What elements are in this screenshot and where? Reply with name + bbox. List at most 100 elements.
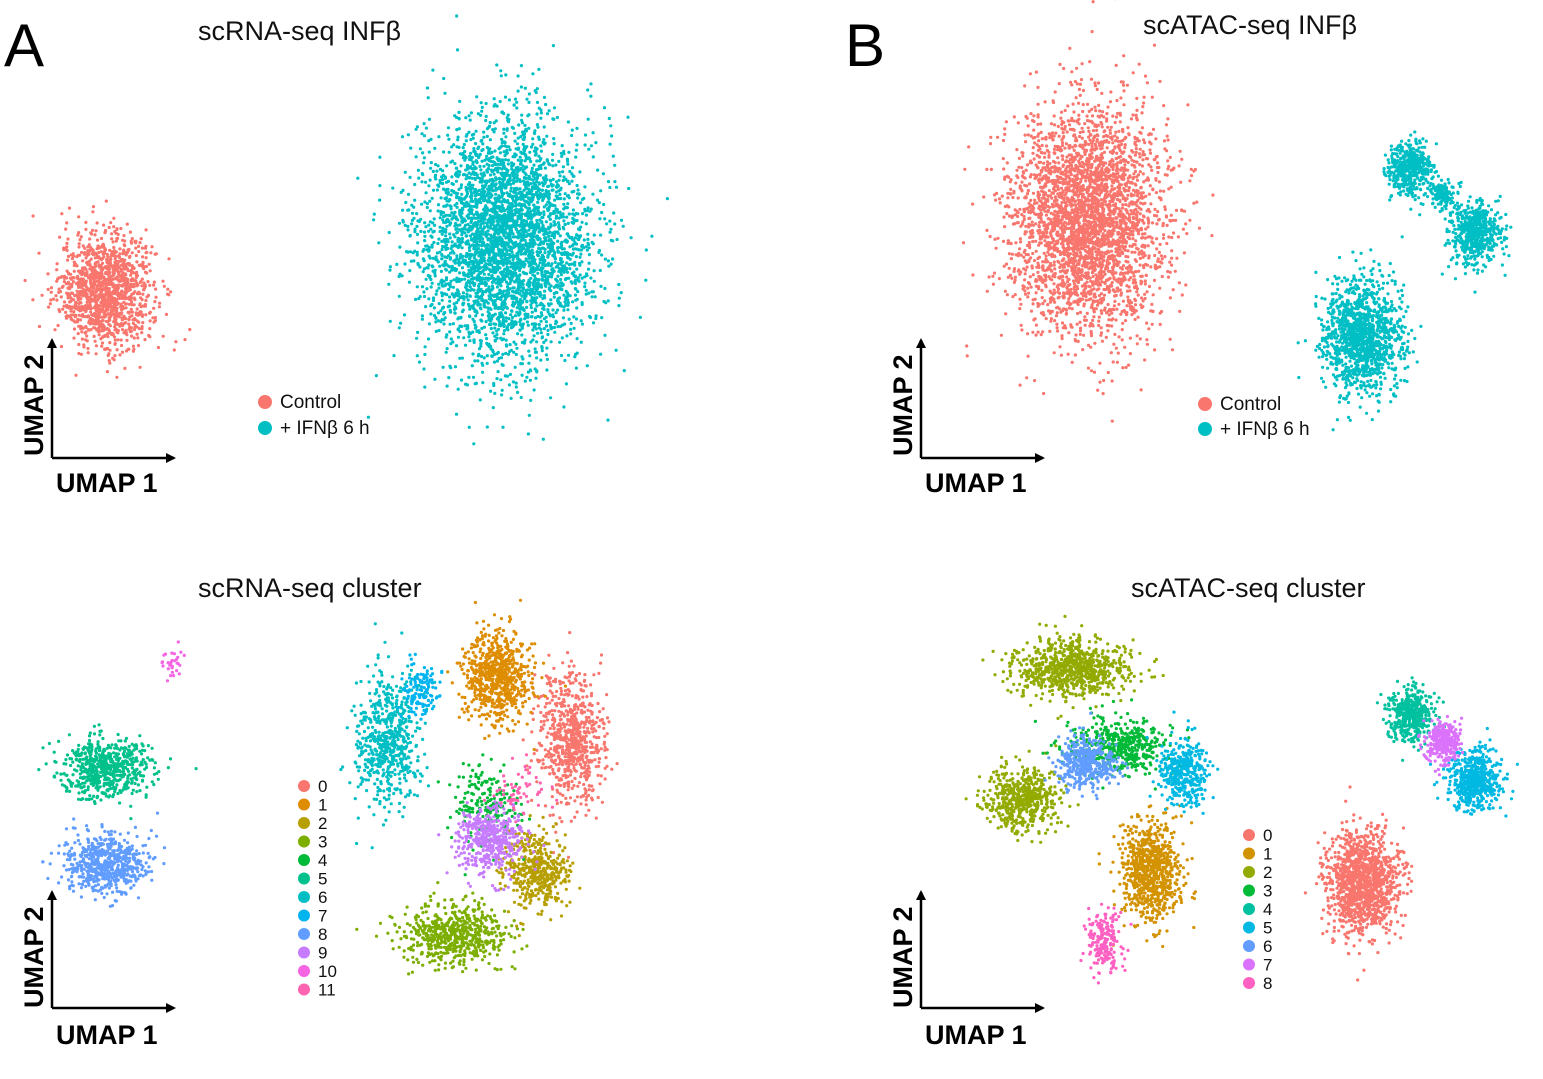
scatter-point (112, 216, 116, 220)
scatter-point (471, 136, 475, 140)
scatter-point (525, 299, 529, 303)
scatter-point (536, 206, 540, 210)
scatter-point (424, 244, 428, 248)
scatter-point (138, 292, 142, 296)
scatter-point (92, 311, 97, 316)
scatter-point (525, 248, 529, 252)
scatter-point (504, 351, 508, 355)
scatter-point (543, 283, 547, 287)
scatter-point (570, 179, 574, 183)
scatter-point (524, 294, 528, 298)
scatter-point (122, 279, 126, 283)
scatter-point (129, 268, 133, 272)
scatter-point (521, 322, 525, 326)
scatter-point (31, 214, 35, 218)
scatter-point (114, 312, 119, 316)
scatter-point (467, 216, 471, 220)
scatter-point (86, 303, 90, 308)
scatter-point (544, 102, 548, 107)
scatter-point (424, 126, 428, 130)
scatter-point (577, 192, 581, 196)
scatter-point (548, 313, 553, 317)
scatter-point (427, 263, 431, 267)
scatter-point (520, 282, 525, 286)
scatter-point (112, 320, 116, 324)
scatter-point (429, 304, 433, 308)
scatter-point (483, 212, 487, 216)
scatter-point (531, 185, 535, 189)
scatter-point (545, 178, 549, 182)
scatter-point (574, 366, 579, 370)
scatter-point (580, 243, 585, 247)
scatter-point (91, 210, 95, 214)
scatter-point (589, 144, 594, 148)
scatter-point (406, 224, 410, 228)
scatter-point (73, 306, 77, 310)
scatter-point (514, 352, 518, 357)
scatter-point (498, 250, 502, 254)
scatter-point (500, 173, 504, 177)
scatter-point (462, 336, 466, 340)
scatter-point (135, 313, 139, 317)
scatter-point (485, 337, 489, 341)
scatter-point (549, 275, 554, 279)
scatter-point (598, 217, 602, 221)
scatter-point (449, 366, 453, 370)
scatter-point (140, 277, 144, 281)
scatter-point (531, 72, 535, 76)
scatter-point (603, 286, 607, 291)
scatter-point (531, 232, 535, 236)
scatter-point (516, 197, 520, 201)
scatter-point (535, 112, 539, 116)
scatter-point (492, 360, 497, 364)
scatter-point (61, 307, 65, 311)
scatter-point (491, 250, 495, 254)
scatter-point (99, 309, 103, 313)
scatter-point (106, 273, 110, 277)
scatter-point (92, 265, 96, 270)
scatter-point (617, 282, 621, 287)
scatter-point (96, 283, 100, 287)
scatter-point (522, 232, 526, 237)
scatter-point (448, 214, 452, 218)
scatter-point (435, 289, 439, 293)
scatter-point (399, 321, 403, 325)
scatter-point (498, 196, 502, 200)
scatter-point (525, 305, 529, 309)
scatter-point (510, 223, 515, 227)
scatter-point (566, 221, 570, 225)
scatter-point (478, 303, 482, 307)
scatter-point (472, 167, 477, 171)
scatter-point (495, 219, 499, 223)
scatter-point (496, 327, 501, 331)
scatter-point (447, 295, 452, 299)
scatter-point (120, 343, 124, 348)
scatter-point (552, 106, 557, 110)
scatter-point (31, 298, 35, 302)
scatter-point (137, 249, 141, 254)
scatter-point (492, 172, 496, 176)
scatter-point (90, 293, 94, 297)
scatter-point (560, 144, 564, 148)
scatter-point (97, 333, 101, 337)
scatter-point (535, 340, 539, 344)
scatter-point (489, 223, 493, 227)
scatter-point (543, 289, 547, 293)
scatter-point (77, 342, 81, 347)
scatter-point (458, 170, 462, 174)
scatter-point (446, 192, 450, 196)
scatter-point (125, 338, 129, 342)
scatter-point (129, 273, 133, 277)
scatter-point (535, 250, 540, 254)
scatter-point (560, 269, 564, 273)
scatter-point (563, 222, 567, 227)
scatter-point (529, 191, 533, 195)
scatter-point (493, 338, 497, 342)
scatter-point (132, 285, 136, 289)
scatter-point (545, 158, 549, 162)
scatter-point (111, 240, 115, 244)
scatter-point (476, 290, 480, 294)
scatter-point (550, 188, 554, 192)
scatter-point (619, 218, 624, 222)
scatter-point (584, 222, 588, 226)
